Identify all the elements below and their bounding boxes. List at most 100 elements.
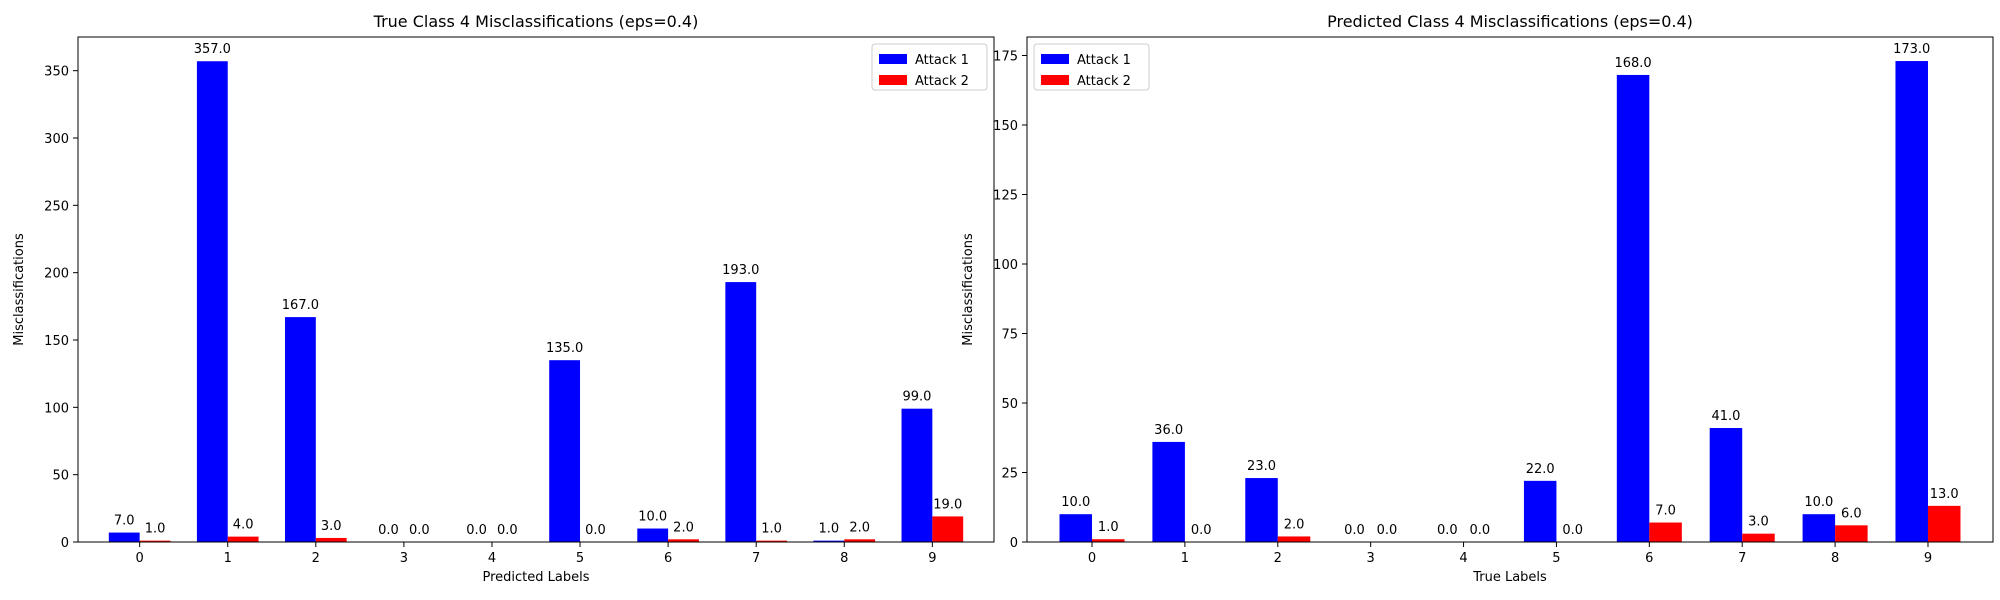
chart-2-y-tick-label-125: 125 bbox=[993, 188, 1018, 203]
chart-1-bar-series1-2 bbox=[284, 317, 316, 542]
chart-2-bar-series1-0 bbox=[1059, 514, 1093, 542]
chart-2-x-axis-label: True Labels bbox=[1472, 570, 1547, 585]
chart-2-y-tick-label-0: 0 bbox=[1010, 536, 1018, 551]
chart-2-plot-frame bbox=[1026, 36, 1994, 543]
chart-2-data-label-series2-3: 0.0 bbox=[1377, 523, 1398, 538]
chart-2-bar-series1-6 bbox=[1616, 74, 1650, 543]
chart-1-x-tick-label-4: 4 bbox=[488, 551, 496, 566]
chart-1-data-label-series1-6: 10.0 bbox=[638, 510, 667, 525]
chart-1-bar-series1-0 bbox=[108, 532, 140, 542]
chart-2-x-tick-label-6: 6 bbox=[1645, 551, 1653, 566]
chart-1-plot-frame bbox=[77, 36, 995, 543]
chart-1-data-label-series1-0: 7.0 bbox=[114, 514, 135, 529]
chart-2-bar-series2-7 bbox=[1742, 533, 1775, 542]
chart-1-title: True Class 4 Misclassifications (eps=0.4… bbox=[373, 12, 699, 31]
chart-1-y-tick-label-250: 250 bbox=[44, 199, 69, 214]
chart-2-x-tick-label-2: 2 bbox=[1274, 551, 1282, 566]
chart-1-data-label-series1-5: 135.0 bbox=[546, 341, 583, 356]
chart-2-legend-swatch-series2 bbox=[1041, 75, 1069, 85]
chart-1-bar-series1-6 bbox=[637, 528, 669, 542]
chart-1-x-tick-label-3: 3 bbox=[400, 551, 408, 566]
chart-2-data-label-series1-5: 22.0 bbox=[1526, 462, 1555, 477]
chart-2-y-tick-label-25: 25 bbox=[1001, 466, 1018, 481]
chart-2-data-label-series2-0: 1.0 bbox=[1098, 520, 1119, 535]
chart-1-data-label-series1-4: 0.0 bbox=[466, 523, 487, 538]
chart-2-data-label-series1-8: 10.0 bbox=[1804, 495, 1833, 510]
chart-2-bar-series1-1 bbox=[1152, 441, 1185, 542]
chart-2-data-label-series1-3: 0.0 bbox=[1344, 523, 1365, 538]
chart-2-data-label-series2-4: 0.0 bbox=[1469, 523, 1490, 538]
chart-1-x-tick-label-2: 2 bbox=[312, 551, 320, 566]
chart-2-bar-series1-2 bbox=[1245, 478, 1278, 542]
chart-2-title: Predicted Class 4 Misclassifications (ep… bbox=[1327, 12, 1693, 31]
chart-2-bar-series2-9 bbox=[1927, 505, 1961, 542]
chart-1-y-tick-label-50: 50 bbox=[52, 469, 69, 484]
chart-2-data-label-series1-1: 36.0 bbox=[1154, 423, 1183, 438]
chart-2-x-tick-label-4: 4 bbox=[1459, 551, 1467, 566]
chart-1-legend-label-series2: Attack 2 bbox=[915, 74, 969, 89]
chart-2-x-tick-label-9: 9 bbox=[1924, 551, 1932, 566]
chart-2-data-label-series1-6: 168.0 bbox=[1614, 56, 1651, 71]
chart-2-bar-series1-9 bbox=[1895, 61, 1928, 543]
chart-2-y-tick-label-150: 150 bbox=[993, 119, 1018, 134]
chart-1-bar-series2-1 bbox=[227, 536, 259, 542]
chart-1-data-label-series2-4: 0.0 bbox=[497, 523, 518, 538]
chart-1-bar-series2-6 bbox=[668, 539, 699, 542]
chart-1-x-tick-label-9: 9 bbox=[928, 551, 936, 566]
chart-1-x-tick-label-7: 7 bbox=[752, 551, 760, 566]
chart-2-x-tick-label-8: 8 bbox=[1831, 551, 1839, 566]
chart-1-bar-series2-9 bbox=[932, 516, 964, 542]
chart-2-data-label-series2-6: 7.0 bbox=[1655, 504, 1676, 519]
chart-1-data-label-series1-3: 0.0 bbox=[378, 523, 399, 538]
chart-2-x-tick-label-5: 5 bbox=[1552, 551, 1560, 566]
chart-1-data-label-series1-8: 1.0 bbox=[819, 522, 840, 537]
chart-1-data-label-series2-7: 1.0 bbox=[761, 522, 782, 537]
chart-1-x-tick-label-6: 6 bbox=[664, 551, 672, 566]
chart-1-data-label-series1-7: 193.0 bbox=[722, 263, 759, 278]
chart-2-y-tick-label-50: 50 bbox=[1001, 397, 1018, 412]
chart-1-bar-series2-0 bbox=[139, 540, 171, 542]
chart-1-data-label-series1-1: 357.0 bbox=[194, 42, 231, 57]
chart-1-bar-series2-2 bbox=[315, 537, 347, 542]
chart-2-data-label-series2-8: 6.0 bbox=[1841, 506, 1862, 521]
chart-2-data-label-series2-7: 3.0 bbox=[1748, 515, 1769, 530]
chart-2-data-label-series1-4: 0.0 bbox=[1437, 523, 1458, 538]
chart-1-bar-series2-8 bbox=[844, 539, 876, 542]
chart-2-bar-series2-0 bbox=[1092, 539, 1125, 542]
chart-1-bar-series1-5 bbox=[549, 360, 581, 542]
chart-1-y-tick-label-150: 150 bbox=[44, 334, 69, 349]
chart-1-bar-series1-1 bbox=[196, 61, 228, 543]
chart-2-bar-series1-7 bbox=[1709, 428, 1743, 542]
chart-2-data-label-series2-9: 13.0 bbox=[1930, 487, 1959, 502]
chart-2-data-label-series2-5: 0.0 bbox=[1562, 523, 1583, 538]
chart-1-legend-label-series1: Attack 1 bbox=[915, 53, 969, 68]
chart-1-data-label-series1-9: 99.0 bbox=[902, 390, 931, 405]
chart-2-x-tick-label-7: 7 bbox=[1738, 551, 1746, 566]
chart-2-x-tick-label-1: 1 bbox=[1181, 551, 1189, 566]
chart-1-y-tick-label-100: 100 bbox=[44, 401, 69, 416]
chart-1-bar-series1-9 bbox=[901, 408, 933, 542]
chart-2-bar-series2-2 bbox=[1277, 536, 1311, 542]
chart-2-y-tick-label-75: 75 bbox=[1001, 327, 1018, 342]
chart-1-bar-series2-7 bbox=[756, 540, 788, 542]
chart-2-data-label-series2-1: 0.0 bbox=[1191, 523, 1212, 538]
chart-2-data-label-series1-7: 41.0 bbox=[1711, 409, 1740, 424]
chart-1-data-label-series2-6: 2.0 bbox=[673, 520, 694, 535]
chart-2-data-label-series1-0: 10.0 bbox=[1061, 495, 1090, 510]
chart-1-y-tick-label-200: 200 bbox=[44, 267, 69, 282]
chart-1-data-label-series2-3: 0.0 bbox=[409, 523, 430, 538]
chart-2-x-tick-label-3: 3 bbox=[1367, 551, 1375, 566]
chart-1-y-axis-label: Misclassifications bbox=[12, 233, 27, 346]
chart-2-bar-series2-8 bbox=[1835, 525, 1868, 542]
chart-2-data-label-series2-2: 2.0 bbox=[1284, 517, 1305, 532]
chart-1-y-tick-label-300: 300 bbox=[44, 132, 69, 147]
chart-1-data-label-series2-0: 1.0 bbox=[145, 522, 166, 537]
chart-1-x-axis-label: Predicted Labels bbox=[482, 570, 589, 585]
chart-1-data-label-series2-5: 0.0 bbox=[585, 523, 606, 538]
chart-2-x-tick-label-0: 0 bbox=[1088, 551, 1096, 566]
chart-2-legend-label-series1: Attack 1 bbox=[1077, 53, 1131, 68]
chart-1-data-label-series2-1: 4.0 bbox=[233, 518, 254, 533]
chart-2-legend-label-series2: Attack 2 bbox=[1077, 74, 1131, 89]
chart-1-y-tick-label-350: 350 bbox=[44, 65, 69, 80]
